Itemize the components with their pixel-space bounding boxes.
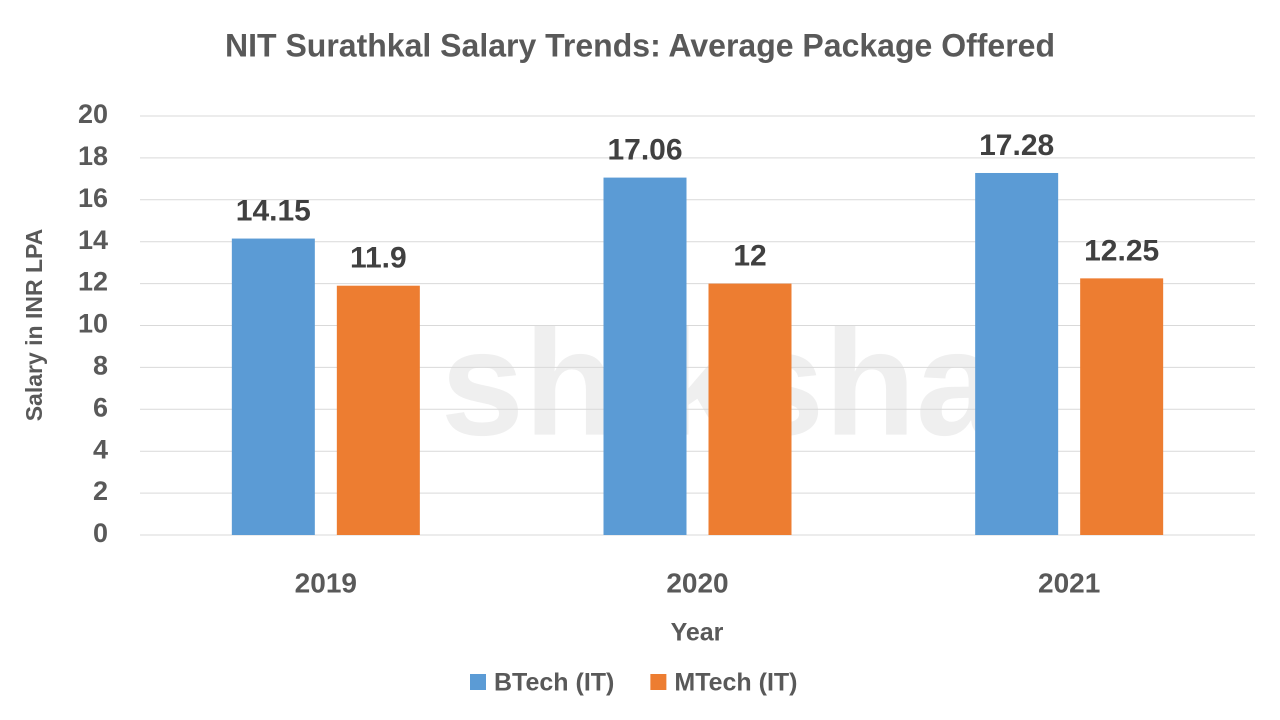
bar bbox=[336, 285, 420, 535]
y-tick-label: 12 bbox=[78, 267, 108, 297]
chart-title: NIT Surathkal Salary Trends: Average Pac… bbox=[225, 27, 1055, 63]
bar bbox=[603, 177, 687, 535]
y-axis-label: Salary in INR LPA bbox=[21, 229, 47, 422]
y-tick-label: 18 bbox=[78, 141, 108, 171]
data-label: 11.9 bbox=[350, 242, 407, 275]
y-tick-label: 14 bbox=[78, 225, 108, 255]
bar bbox=[231, 238, 315, 535]
data-label: 12.25 bbox=[1084, 234, 1159, 267]
y-tick-label: 6 bbox=[93, 392, 108, 422]
y-tick-label: 0 bbox=[93, 518, 108, 548]
bar bbox=[1080, 278, 1164, 535]
x-tick-label: 2021 bbox=[1038, 567, 1100, 598]
legend-swatch bbox=[470, 674, 486, 690]
y-tick-label: 10 bbox=[78, 309, 108, 339]
y-tick-label: 20 bbox=[78, 99, 108, 129]
legend-swatch bbox=[650, 674, 667, 690]
x-axis-label: Year bbox=[671, 619, 724, 647]
y-tick-label: 8 bbox=[93, 351, 108, 381]
legend-label: MTech (IT) bbox=[674, 669, 797, 697]
data-label: 12 bbox=[733, 240, 766, 273]
legend-label: BTech (IT) bbox=[494, 669, 614, 697]
data-label: 14.15 bbox=[236, 194, 311, 227]
x-tick-label: 2020 bbox=[666, 567, 728, 598]
x-tick-label: 2019 bbox=[295, 567, 357, 598]
bar bbox=[975, 172, 1059, 535]
bar bbox=[708, 283, 792, 535]
y-tick-label: 4 bbox=[93, 434, 108, 464]
y-tick-label: 16 bbox=[78, 183, 108, 213]
data-label: 17.28 bbox=[979, 129, 1054, 162]
data-label: 17.06 bbox=[607, 134, 682, 167]
y-tick-label: 2 bbox=[93, 476, 108, 506]
